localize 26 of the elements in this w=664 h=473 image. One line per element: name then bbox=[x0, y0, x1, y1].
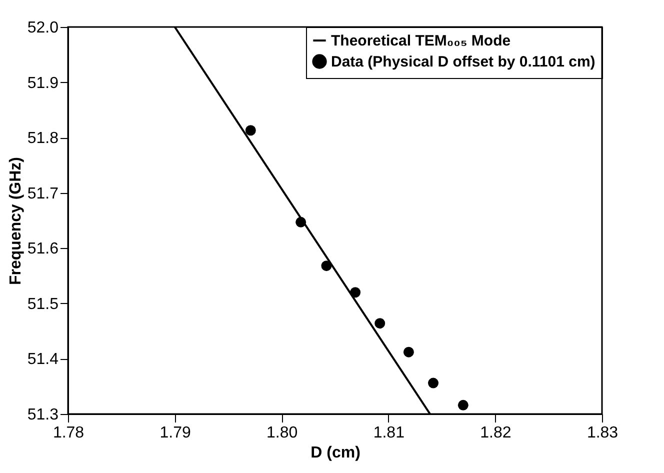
point bbox=[403, 346, 414, 358]
y-axis-title: Frequency (GHz) bbox=[7, 156, 24, 286]
y-tick-label: 51.6 bbox=[27, 240, 59, 258]
x-axis-title: D (cm) bbox=[310, 444, 360, 462]
point bbox=[245, 125, 256, 136]
legend-label: Data (Physical D offset by 0.1101 cm) bbox=[331, 54, 596, 70]
point bbox=[428, 378, 438, 388]
y-tick-label: 51.3 bbox=[27, 406, 59, 424]
point bbox=[350, 287, 361, 298]
x-tick-label: 1.78 bbox=[52, 424, 84, 442]
y-tick-label: 51.5 bbox=[27, 296, 59, 313]
y-tick-label: 51.9 bbox=[27, 74, 59, 92]
y-tick-label: 52.0 bbox=[27, 20, 59, 36]
y-tick-label: 51.8 bbox=[27, 130, 59, 148]
point bbox=[374, 318, 386, 329]
x-tick-label: 1.81 bbox=[373, 424, 405, 442]
legend-label: Theoretical TEM₀₀₅ Mode bbox=[331, 32, 511, 50]
y-tick-label: 51.4 bbox=[27, 351, 59, 368]
x-tick-label: 1.80 bbox=[266, 424, 298, 442]
point bbox=[458, 400, 468, 410]
x-tick-label: 1.79 bbox=[160, 424, 191, 442]
point bbox=[321, 260, 332, 272]
x-tick-label: 1.82 bbox=[480, 424, 512, 442]
y-tick-label: 51.7 bbox=[27, 185, 59, 202]
x-tick-label: 1.83 bbox=[586, 424, 618, 442]
point bbox=[296, 216, 306, 228]
